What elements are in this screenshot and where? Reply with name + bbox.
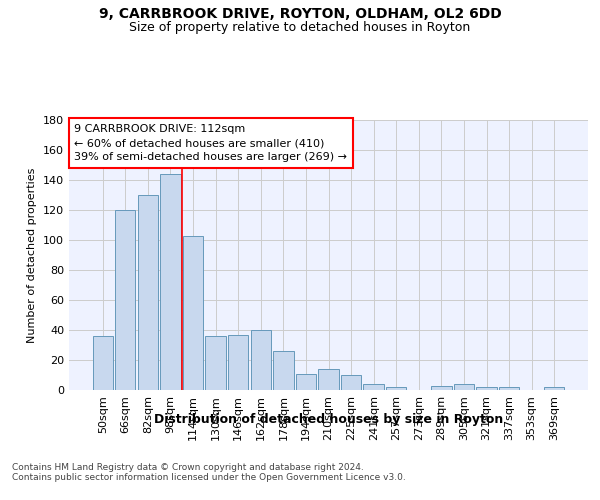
Bar [115,210,136,390]
Text: Size of property relative to detached houses in Royton: Size of property relative to detached ho… [130,21,470,34]
Bar [386,387,406,390]
Bar [544,387,565,390]
Text: Contains HM Land Registry data © Crown copyright and database right 2024.
Contai: Contains HM Land Registry data © Crown c… [12,462,406,482]
Bar [183,236,203,390]
Bar [341,375,361,390]
Y-axis label: Number of detached properties: Number of detached properties [28,168,37,342]
Bar [228,334,248,390]
Bar [296,374,316,390]
Bar [454,384,474,390]
Bar [205,336,226,390]
Bar [92,336,113,390]
Text: 9 CARRBROOK DRIVE: 112sqm
← 60% of detached houses are smaller (410)
39% of semi: 9 CARRBROOK DRIVE: 112sqm ← 60% of detac… [74,124,347,162]
Bar [251,330,271,390]
Bar [138,195,158,390]
Text: 9, CARRBROOK DRIVE, ROYTON, OLDHAM, OL2 6DD: 9, CARRBROOK DRIVE, ROYTON, OLDHAM, OL2 … [98,8,502,22]
Bar [273,351,293,390]
Text: Distribution of detached houses by size in Royton: Distribution of detached houses by size … [154,412,503,426]
Bar [476,387,497,390]
Bar [364,384,384,390]
Bar [431,386,452,390]
Bar [499,387,519,390]
Bar [160,174,181,390]
Bar [319,369,338,390]
